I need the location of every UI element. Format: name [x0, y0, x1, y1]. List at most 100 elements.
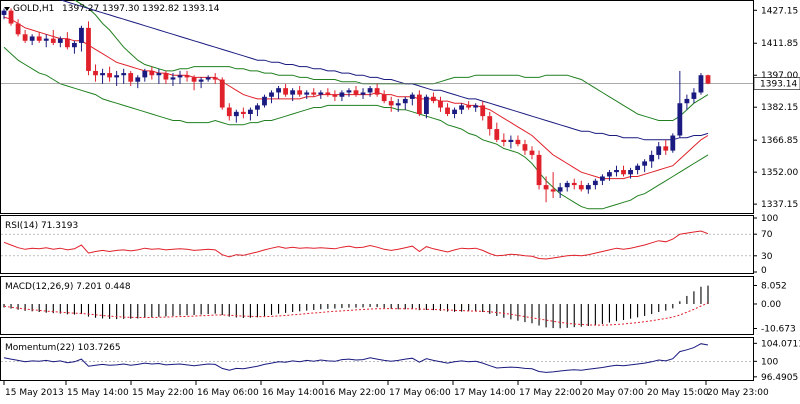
rsi-tick-label: 70: [761, 230, 773, 240]
candle-body: [388, 101, 394, 106]
candle-body: [255, 105, 260, 110]
candle-body: [374, 88, 380, 95]
rsi-tick-label: 30: [761, 252, 773, 262]
candle-body: [114, 75, 120, 78]
candle-body: [304, 92, 310, 95]
candle-body: [276, 88, 281, 93]
momentum-tick-label: 100: [761, 357, 778, 367]
macd-label: MACD(12,26,9) 7.201 0.448: [5, 282, 131, 292]
candle-body: [50, 38, 56, 43]
symbol-label: GOLD,H1: [13, 4, 54, 14]
time-tick-label: 16 May 06:00: [197, 388, 259, 398]
candle-body: [691, 92, 697, 99]
candle-body: [177, 75, 183, 78]
rsi-tick-label: 0: [761, 266, 767, 276]
candle-body: [93, 70, 98, 76]
time-tick-label: 15 May 2013: [5, 388, 64, 398]
time-tick-label: 17 May 22:00: [519, 388, 581, 398]
price-tick-label: 1427.15: [761, 6, 798, 16]
current-price-label: 1393.14: [760, 80, 797, 90]
macd-plot: [3, 285, 709, 329]
candle-body: [86, 27, 91, 71]
candle-body: [360, 92, 366, 95]
candle-body: [332, 94, 338, 97]
candle-body: [248, 109, 253, 114]
candle-body: [402, 98, 408, 104]
candle-body: [705, 75, 711, 84]
candle-body: [311, 92, 317, 95]
candle-body: [508, 139, 514, 142]
candle-body: [452, 109, 457, 114]
rsi-plot: [1, 230, 753, 260]
candle-body: [607, 172, 612, 177]
candle-body: [29, 36, 35, 41]
candle-body: [233, 111, 239, 117]
time-tick-label: 17 May 14:00: [454, 388, 516, 398]
candle-body: [149, 70, 155, 76]
candle-body: [614, 170, 619, 173]
candle-body: [529, 150, 535, 155]
candle-body: [557, 187, 563, 192]
price-tick-label: 1366.85: [761, 136, 798, 146]
time-tick-label: 15 May 14:00: [67, 388, 129, 398]
price-tick-label: 1411.85: [761, 39, 798, 49]
candle-body: [8, 10, 14, 24]
candle-body: [571, 182, 577, 186]
momentum-tick-label: 96.4905: [761, 373, 798, 383]
candle-body: [649, 154, 655, 162]
candle-body: [395, 103, 401, 106]
candle-body: [43, 38, 49, 41]
candle-body: [15, 23, 21, 35]
macd-tick-label: 0.00: [761, 300, 781, 310]
momentum-plot: [1, 343, 753, 373]
candle-body: [473, 105, 479, 108]
candle-body: [515, 139, 521, 145]
candle-body: [1, 10, 7, 15]
candle-body: [107, 73, 112, 78]
candle-body: [339, 92, 345, 97]
symbol-dropdown-icon[interactable]: [4, 7, 10, 11]
candle-body: [262, 96, 267, 106]
upper-band-line: [73, 0, 709, 121]
candle-body: [670, 135, 676, 151]
momentum-label: Momentum(22) 103.7265: [5, 343, 121, 353]
candle-body: [212, 77, 218, 80]
current-price-box: [753, 77, 800, 90]
candle-body: [663, 146, 669, 151]
candle-body: [409, 94, 415, 99]
time-tick-label: 16 May 14:00: [262, 388, 324, 398]
fast-ma-line: [3, 16, 709, 180]
price-tick-label: 1397.00: [761, 71, 798, 81]
candle-body: [656, 146, 662, 155]
candle-body: [416, 94, 422, 114]
time-tick-label: 16 May 22:00: [324, 388, 386, 398]
candle-body: [226, 107, 232, 117]
candle-body: [494, 129, 500, 140]
rsi-panel-frame: [0, 215, 754, 274]
candle-body: [698, 75, 704, 93]
price-plot: [1, 0, 753, 210]
candle-body: [635, 165, 640, 170]
candle-body: [290, 90, 296, 95]
candle-body: [431, 96, 436, 102]
candle-body: [64, 38, 70, 48]
candle-body: [191, 77, 197, 82]
candle-body: [184, 75, 190, 78]
candle-body: [22, 34, 28, 41]
candle-body: [381, 94, 387, 102]
candle-body: [170, 77, 176, 80]
macd-signal-line: [3, 302, 709, 326]
price-panel-frame: [0, 0, 754, 214]
ohlc-label: 1397.27 1397.30 1392.82 1393.14: [62, 4, 220, 14]
candle-body: [100, 73, 105, 76]
candle-body: [677, 103, 683, 136]
candle-body: [543, 185, 549, 190]
rsi-label: RSI(14) 71.3193: [5, 221, 78, 231]
candle-body: [205, 77, 211, 80]
candle-body: [318, 92, 324, 95]
candle-body: [269, 92, 274, 97]
candle-body: [487, 116, 493, 130]
candle-body: [156, 73, 162, 76]
